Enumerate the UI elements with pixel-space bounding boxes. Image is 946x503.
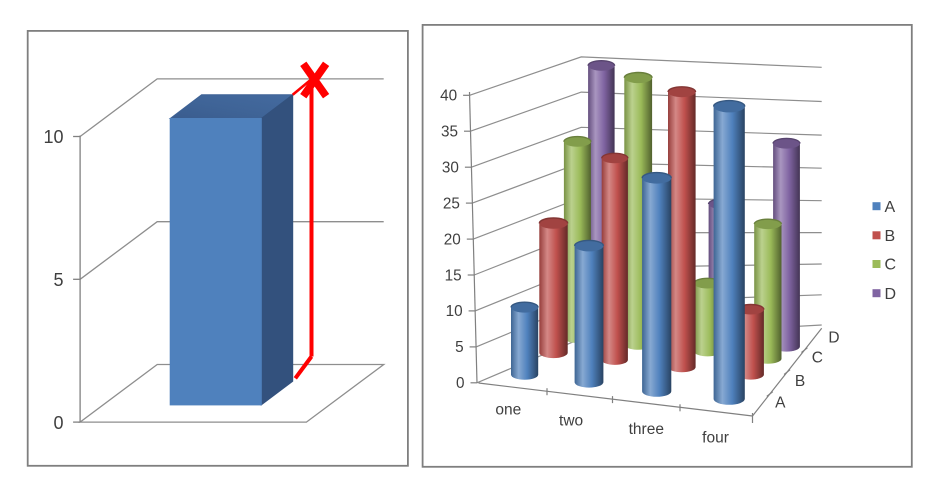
svg-text:35: 35: [441, 124, 458, 141]
svg-text:25: 25: [443, 195, 460, 212]
svg-text:20: 20: [444, 231, 461, 248]
svg-text:A: A: [775, 394, 786, 411]
svg-text:0: 0: [456, 375, 465, 392]
svg-text:5: 5: [455, 339, 464, 356]
svg-text:A: A: [885, 199, 896, 216]
svg-text:30: 30: [442, 160, 459, 177]
svg-text:C: C: [812, 350, 823, 367]
svg-text:5: 5: [53, 270, 63, 290]
svg-text:B: B: [795, 373, 805, 390]
svg-text:10: 10: [446, 303, 463, 320]
svg-text:0: 0: [53, 413, 63, 433]
svg-text:10: 10: [43, 127, 63, 147]
svg-text:two: two: [559, 413, 583, 430]
svg-text:D: D: [828, 329, 839, 346]
svg-text:one: one: [495, 402, 521, 419]
svg-text:C: C: [885, 257, 897, 274]
svg-text:D: D: [885, 286, 897, 303]
svg-text:15: 15: [445, 267, 462, 284]
svg-text:B: B: [885, 228, 896, 245]
svg-text:three: three: [629, 421, 664, 438]
svg-text:40: 40: [440, 88, 457, 105]
svg-text:four: four: [702, 429, 729, 446]
